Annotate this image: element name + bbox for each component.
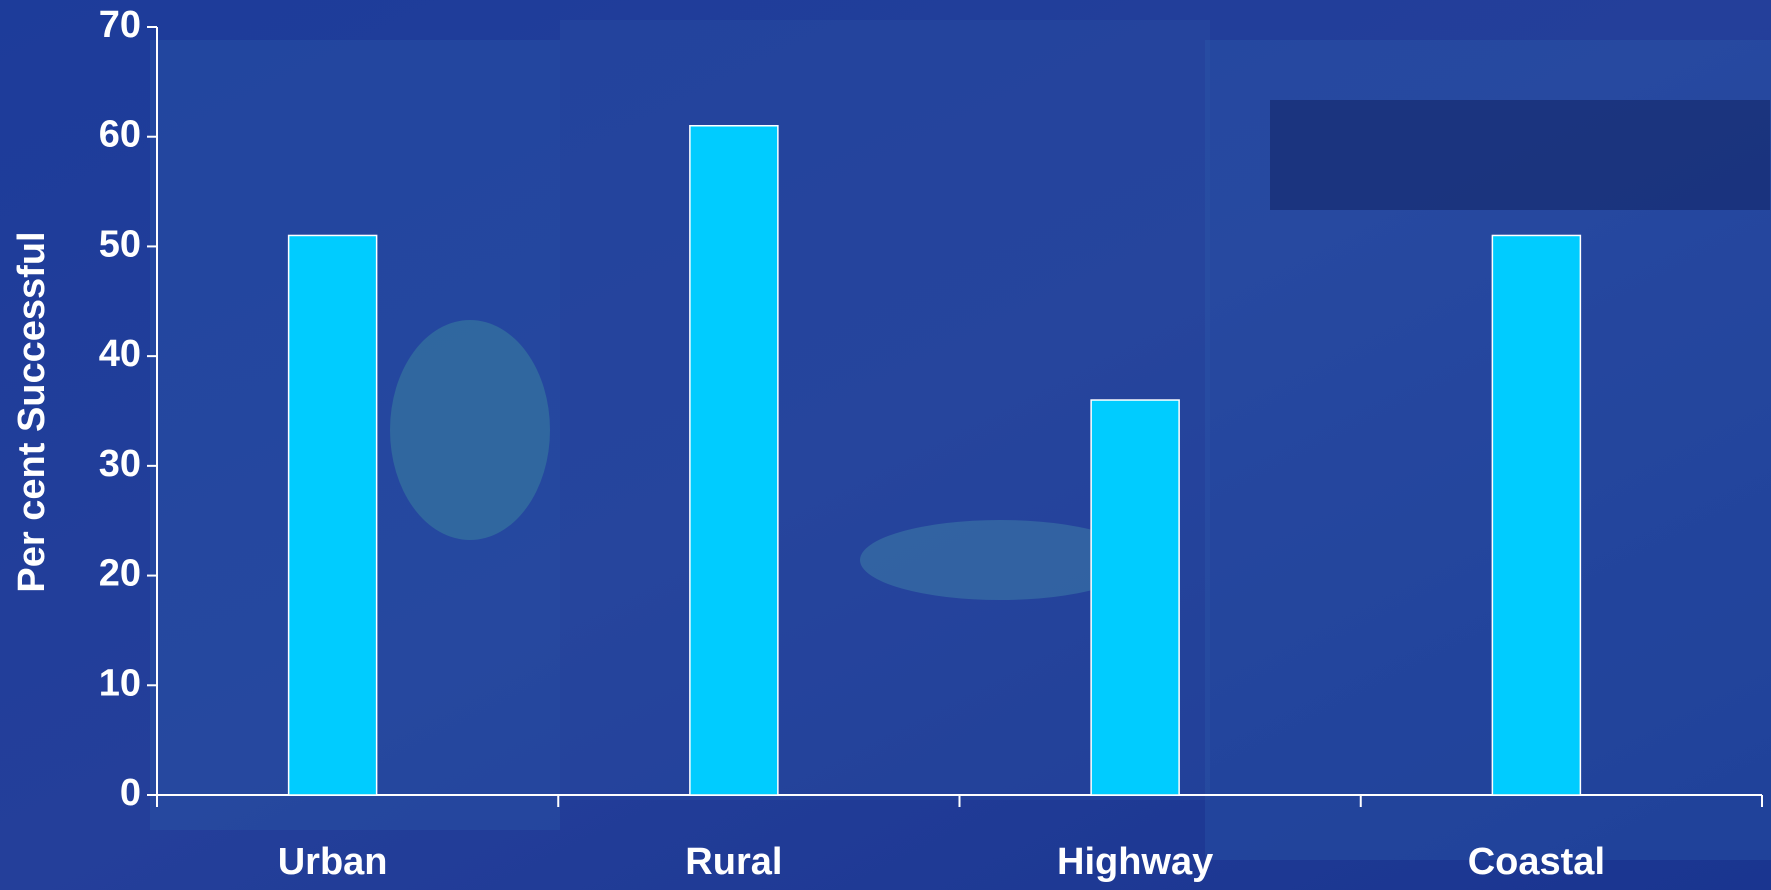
background-shape [1270, 100, 1770, 210]
y-tick-label: 40 [99, 333, 141, 375]
y-tick-label: 10 [99, 662, 141, 704]
background-shape [860, 520, 1140, 600]
y-tick-label: 30 [99, 443, 141, 485]
x-tick-label: Urban [278, 841, 388, 883]
bar [1491, 234, 1582, 796]
x-tick-label: Rural [685, 841, 782, 883]
bar [689, 124, 779, 796]
y-tick-label: 70 [99, 4, 141, 46]
y-tick-label: 60 [99, 114, 141, 156]
bar [287, 234, 378, 796]
y-tick-label: 0 [120, 772, 141, 814]
y-axis-label: Per cent Successful [11, 231, 53, 592]
bar [1090, 399, 1180, 796]
background-shape [390, 320, 550, 540]
x-tick-label: Coastal [1468, 841, 1605, 883]
y-tick-label: 20 [99, 553, 141, 595]
y-tick-label: 50 [99, 223, 141, 265]
x-tick-label: Highway [1057, 841, 1213, 883]
